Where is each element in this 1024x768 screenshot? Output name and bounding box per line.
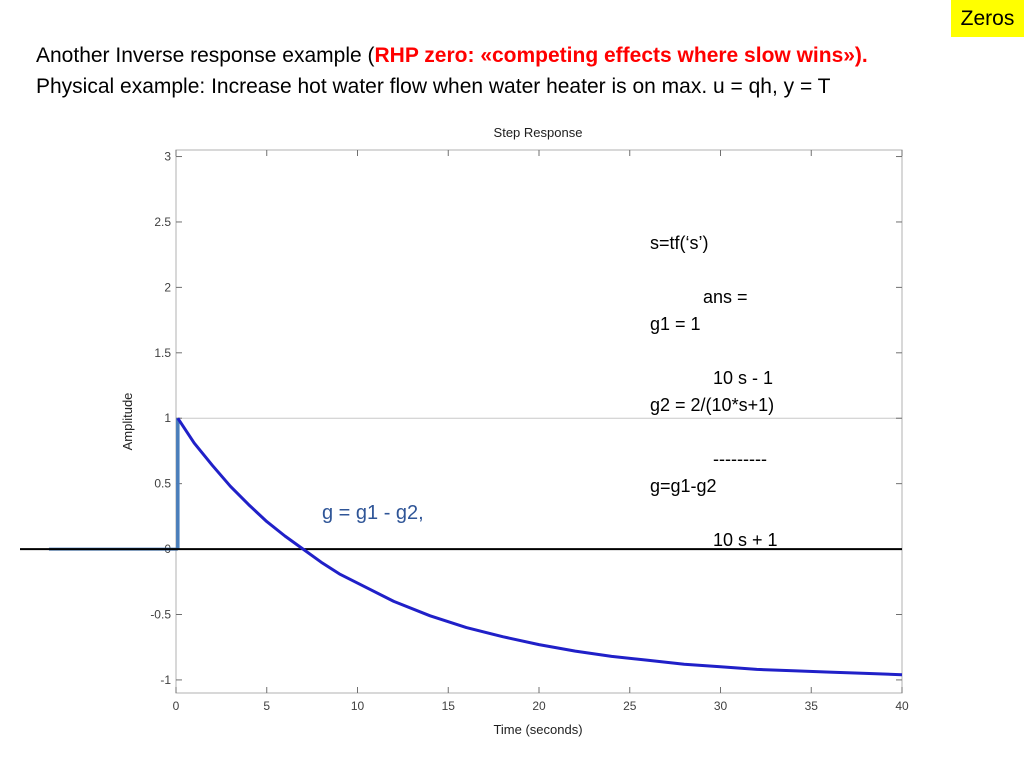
transfer-fraction: 10 s - 1 --------- 10 s + 1 (713, 311, 778, 581)
chart-title: Step Response (494, 125, 583, 140)
plot-frame (175, 149, 903, 694)
x-tick-label: 15 (442, 699, 456, 713)
code-line-3: g2 = 2/(10*s+1) (650, 395, 775, 415)
y-tick-label: 2 (164, 280, 171, 294)
x-tick-label: 40 (895, 699, 909, 713)
matlab-code-lines: s=tf(‘s’) g1 = 1 g2 = 2/(10*s+1) g=g1-g2 (650, 176, 774, 527)
y-tick-label: 0.5 (154, 477, 171, 491)
x-tick-label: 25 (623, 699, 637, 713)
headline-line-2: Physical example: Increase hot water flo… (36, 75, 831, 98)
y-axis-label: Amplitude (120, 393, 135, 451)
code-line-1: s=tf(‘s’) (650, 233, 709, 253)
ans-label: ans = (703, 287, 748, 307)
y-tick-label: 3 (164, 150, 171, 164)
slide-tag-badge: Zeros (951, 0, 1024, 37)
code-line-2: g1 = 1 (650, 314, 701, 334)
x-axis-label: Time (seconds) (493, 722, 582, 737)
headline-prefix: Another Inverse response example ( (36, 44, 375, 67)
code-line-4: g=g1-g2 (650, 476, 717, 496)
y-tick-label: -1 (160, 673, 171, 687)
headline-line-1: Another Inverse response example (RHP ze… (36, 42, 868, 70)
g-equation-annotation: g = g1 - g2, (322, 502, 424, 524)
fraction-denominator: 10 s + 1 (713, 530, 778, 550)
step-response-series-line (176, 417, 903, 677)
x-tick-label: 5 (263, 699, 270, 713)
y-tick-label: 2.5 (154, 215, 171, 229)
y-tick-label: 1 (164, 411, 171, 425)
y-tick-label: 1.5 (154, 346, 171, 360)
fraction-numerator: 10 s - 1 (713, 368, 774, 388)
x-tick-label: 10 (351, 699, 365, 713)
x-tick-label: 20 (532, 699, 546, 713)
x-tick-label: 30 (714, 699, 728, 713)
x-tick-label: 35 (805, 699, 819, 713)
y-tick-label: -0.5 (150, 607, 171, 621)
x-tick-label: 0 (173, 699, 180, 713)
fraction-bar: --------- (713, 449, 767, 469)
headline-rhp-highlight: RHP zero: «competing effects where slow … (374, 44, 868, 67)
